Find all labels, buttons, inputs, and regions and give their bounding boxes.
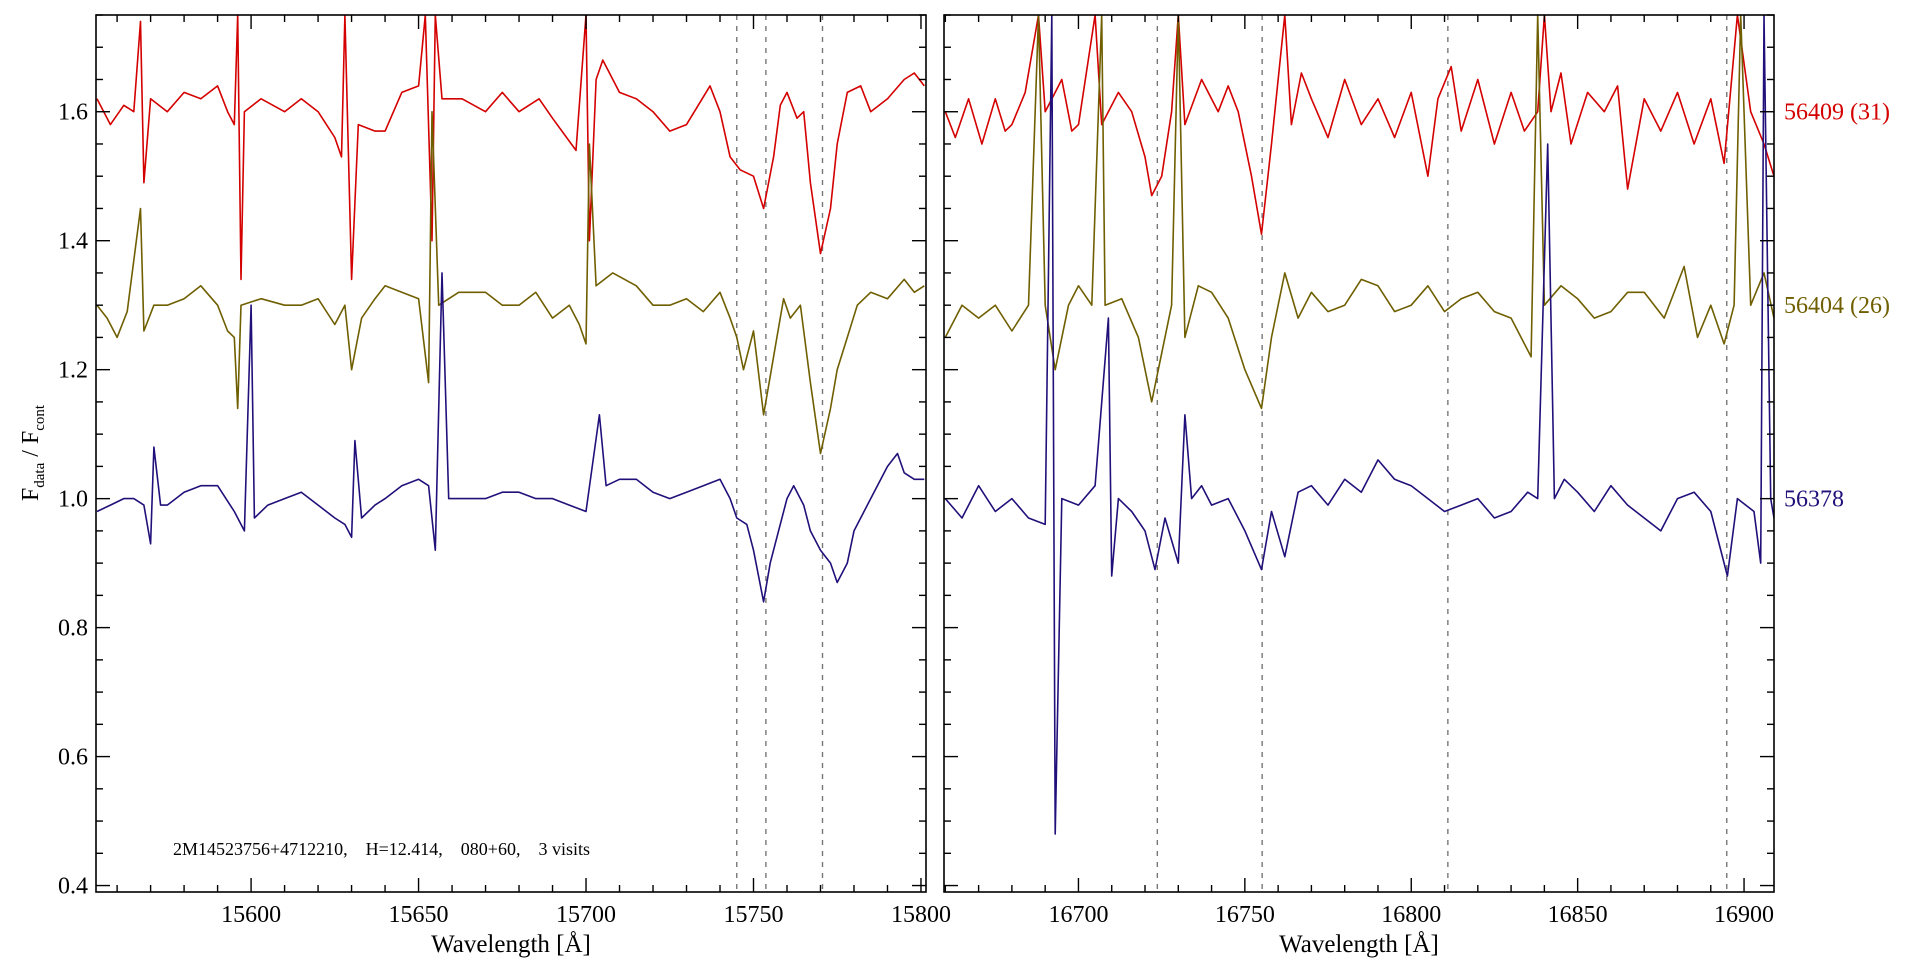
legend-label: 56409 (31) <box>1784 100 1890 126</box>
series-group <box>944 15 1774 835</box>
x-tick-label: 16750 <box>1215 902 1275 928</box>
x-axis-label: Wavelength [Å] <box>431 931 591 958</box>
x-tick-label: 15600 <box>221 902 281 928</box>
panel-2: 16700 16750 16800 16850 16900 Wavelength [Å] <box>943 14 1775 958</box>
plot-frame <box>95 14 927 893</box>
x-tick-label: 16800 <box>1381 902 1441 928</box>
y-tick-label: 1.2 <box>58 358 88 384</box>
x-tick-label: 16900 <box>1714 902 1774 928</box>
x-tick-label: 15800 <box>891 902 951 928</box>
series-line-56404-26 <box>96 110 925 455</box>
series-line-56409-31 <box>96 15 925 281</box>
y-tick-label: 1.6 <box>58 100 88 126</box>
annotation-text: 2M14523756+4712210, H=12.414, 080+60, 3 … <box>173 839 590 859</box>
x-axis-label: Wavelength [Å] <box>1279 931 1439 958</box>
y-tick-label: 0.8 <box>58 616 88 642</box>
y-tick-label: 1.4 <box>58 229 88 255</box>
y-tick-label: 0.4 <box>58 874 88 900</box>
panel-1: 15600 15650 15700 15750 15800 Wavelength [Å] 0… <box>58 14 951 958</box>
y-tick-label: 0.6 <box>58 745 88 771</box>
y-label-main: F <box>18 488 44 501</box>
y-axis-label: Fdata / Fcont <box>18 404 48 501</box>
plot-frame <box>943 14 1775 893</box>
series-line-56409-31 <box>944 15 1774 235</box>
x-tick-label: 15750 <box>724 902 784 928</box>
x-tick-label: 15700 <box>556 902 616 928</box>
x-tick-label: 16850 <box>1548 902 1608 928</box>
x-tick-label: 16700 <box>1048 902 1108 928</box>
y-tick-label: 1.0 <box>58 487 88 513</box>
y-label-sub-cont: cont <box>32 404 48 431</box>
series-line-56404-26 <box>944 15 1774 410</box>
y-label-separator: / F <box>18 431 44 463</box>
series-line-56378 <box>96 272 925 603</box>
series-line-56378 <box>944 15 1774 835</box>
x-tick-label: 15650 <box>389 902 449 928</box>
legend-label: 56378 <box>1784 487 1844 513</box>
series-group <box>96 15 925 603</box>
legend-label: 56404 (26) <box>1784 293 1890 319</box>
y-label-sub-data: data <box>32 462 48 487</box>
